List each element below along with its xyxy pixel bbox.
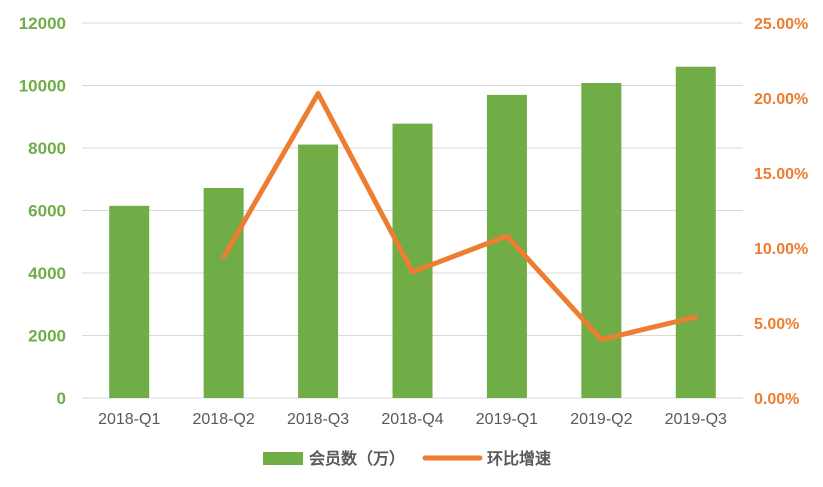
left-axis: 0 2000 4000 6000 8000 10000 12000 [19,14,66,408]
right-tick-label: 5.00% [754,316,799,333]
left-tick-label: 10000 [19,77,66,96]
category-label: 2018-Q1 [98,411,160,428]
right-tick-label: 10.00% [754,241,808,258]
category-label: 2018-Q3 [287,411,349,428]
left-tick-label: 2000 [28,327,66,346]
legend-label-line: 环比增速 [487,449,551,468]
right-tick-label: 25.00% [754,16,808,33]
category-label: 2018-Q2 [193,411,255,428]
bar [581,83,622,398]
left-tick-label: 0 [57,389,66,408]
bar [486,94,527,398]
bar [392,123,433,398]
left-tick-label: 12000 [19,14,66,33]
left-tick-label: 6000 [28,202,66,221]
left-tick-label: 4000 [28,264,66,283]
category-label: 2019-Q3 [665,411,727,428]
right-axis: 0.00% 5.00% 10.00% 15.00% 20.00% 25.00% [754,16,808,408]
bar [298,144,339,398]
legend-label-bar: 会员数（万） [309,449,405,468]
bar [675,66,716,398]
right-tick-label: 15.00% [754,166,808,183]
right-tick-label: 20.00% [754,91,808,108]
category-axis: 2018-Q1 2018-Q2 2018-Q3 2018-Q4 2019-Q1 2019-… [98,411,727,428]
left-tick-label: 8000 [28,139,66,158]
category-label: 2019-Q1 [476,411,538,428]
legend-swatch-bar [263,452,303,465]
line-series [221,91,699,342]
bar-series [109,66,716,398]
right-tick-label: 0.00% [754,391,799,408]
legend: 会员数（万） 环比增速 [263,449,551,468]
growth-rate-line [221,91,699,342]
bar [203,188,244,398]
category-label: 2018-Q4 [381,411,443,428]
category-label: 2019-Q2 [570,411,632,428]
bar [109,205,150,398]
